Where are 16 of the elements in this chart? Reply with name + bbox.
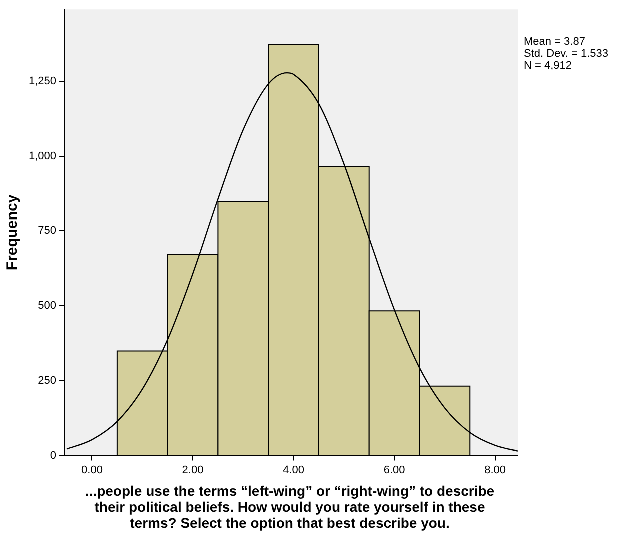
text: N = 4,912 xyxy=(524,60,574,72)
y-tick-label: 500 xyxy=(38,300,57,312)
x-tick-label: 8.00 xyxy=(484,464,506,476)
text: Std. Dev. = 1.533 xyxy=(524,48,608,60)
x-tick-label: 6.00 xyxy=(384,464,406,476)
x-tick-label: 4.00 xyxy=(283,464,304,476)
y-tick-label: 1,000 xyxy=(28,150,57,162)
y-tick-label: 250 xyxy=(38,374,57,387)
x-axis-title: ...people use the terms “left-wing” or “right-wing” to describe their political beliefs. How would you rate yourself in these terms? Select the option that best describe you. xyxy=(84,483,496,531)
x-tick-label: 0.00 xyxy=(82,464,103,476)
y-tick-label: 1,250 xyxy=(28,76,57,88)
y-tick-label: 750 xyxy=(38,225,57,238)
x-tick-label: 2.00 xyxy=(182,464,204,476)
text: Mean = 3.87 xyxy=(524,36,586,48)
y-axis-title: Frequency xyxy=(4,194,22,271)
y-tick-label: 0 xyxy=(50,450,57,462)
